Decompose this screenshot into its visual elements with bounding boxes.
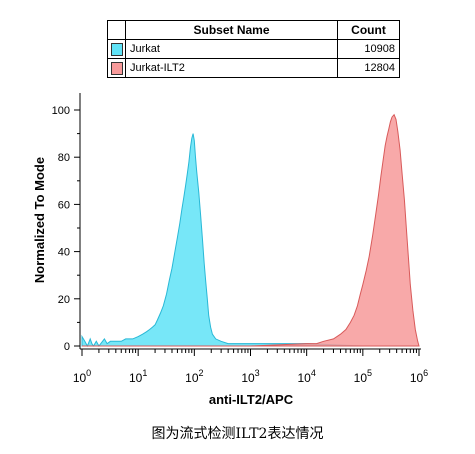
legend-header-row: Subset Name Count (107, 20, 400, 40)
series-area-jurkat (81, 133, 419, 348)
legend-swatch-jurkat-ilt2 (110, 61, 123, 75)
series-areas (81, 113, 420, 348)
x-axis-ticks: 100 101 102 103 104 105 106 (73, 349, 428, 385)
y-tick-label: 100 (52, 105, 70, 117)
legend-subset-count: 10908 (337, 39, 400, 59)
legend-swatch-jurkat (110, 42, 123, 56)
legend-subset-name: Jurkat-ILT2 (125, 58, 338, 78)
y-tick-label: 0 (64, 341, 70, 353)
y-tick-label: 40 (58, 247, 70, 259)
x-axis-title: anti-ILT2/APC (209, 392, 294, 407)
x-tick-label: 103 (241, 368, 259, 385)
histogram-chart: 0 20 40 60 80 100 100 101 102 103 104 105 106 anti-… (32, 93, 428, 407)
legend-row: Jurkat-ILT2 12804 (107, 58, 400, 78)
figure-caption: 图为流式检测ILT2表达情况 (151, 426, 324, 442)
y-tick-label: 80 (58, 152, 70, 164)
x-tick-label: 104 (297, 368, 315, 385)
y-tick-label: 20 (58, 294, 70, 306)
y-axis-ticks: 0 20 40 60 80 100 (52, 105, 80, 353)
x-tick-label: 100 (73, 368, 91, 385)
series-area-jurkat-ilt2 (82, 113, 420, 347)
y-axis-title: Normalized To Mode (32, 157, 47, 283)
x-tick-label: 102 (185, 368, 203, 385)
x-tick-label: 101 (129, 368, 147, 385)
x-tick-label: 105 (354, 368, 372, 385)
x-tick-label: 106 (410, 368, 428, 385)
y-tick-label: 60 (58, 199, 70, 211)
legend-row: Jurkat 10908 (107, 39, 400, 59)
legend-table: Subset Name Count Jurkat 10908 Jurkat-IL… (107, 20, 400, 78)
legend-subset-count: 12804 (337, 58, 400, 78)
